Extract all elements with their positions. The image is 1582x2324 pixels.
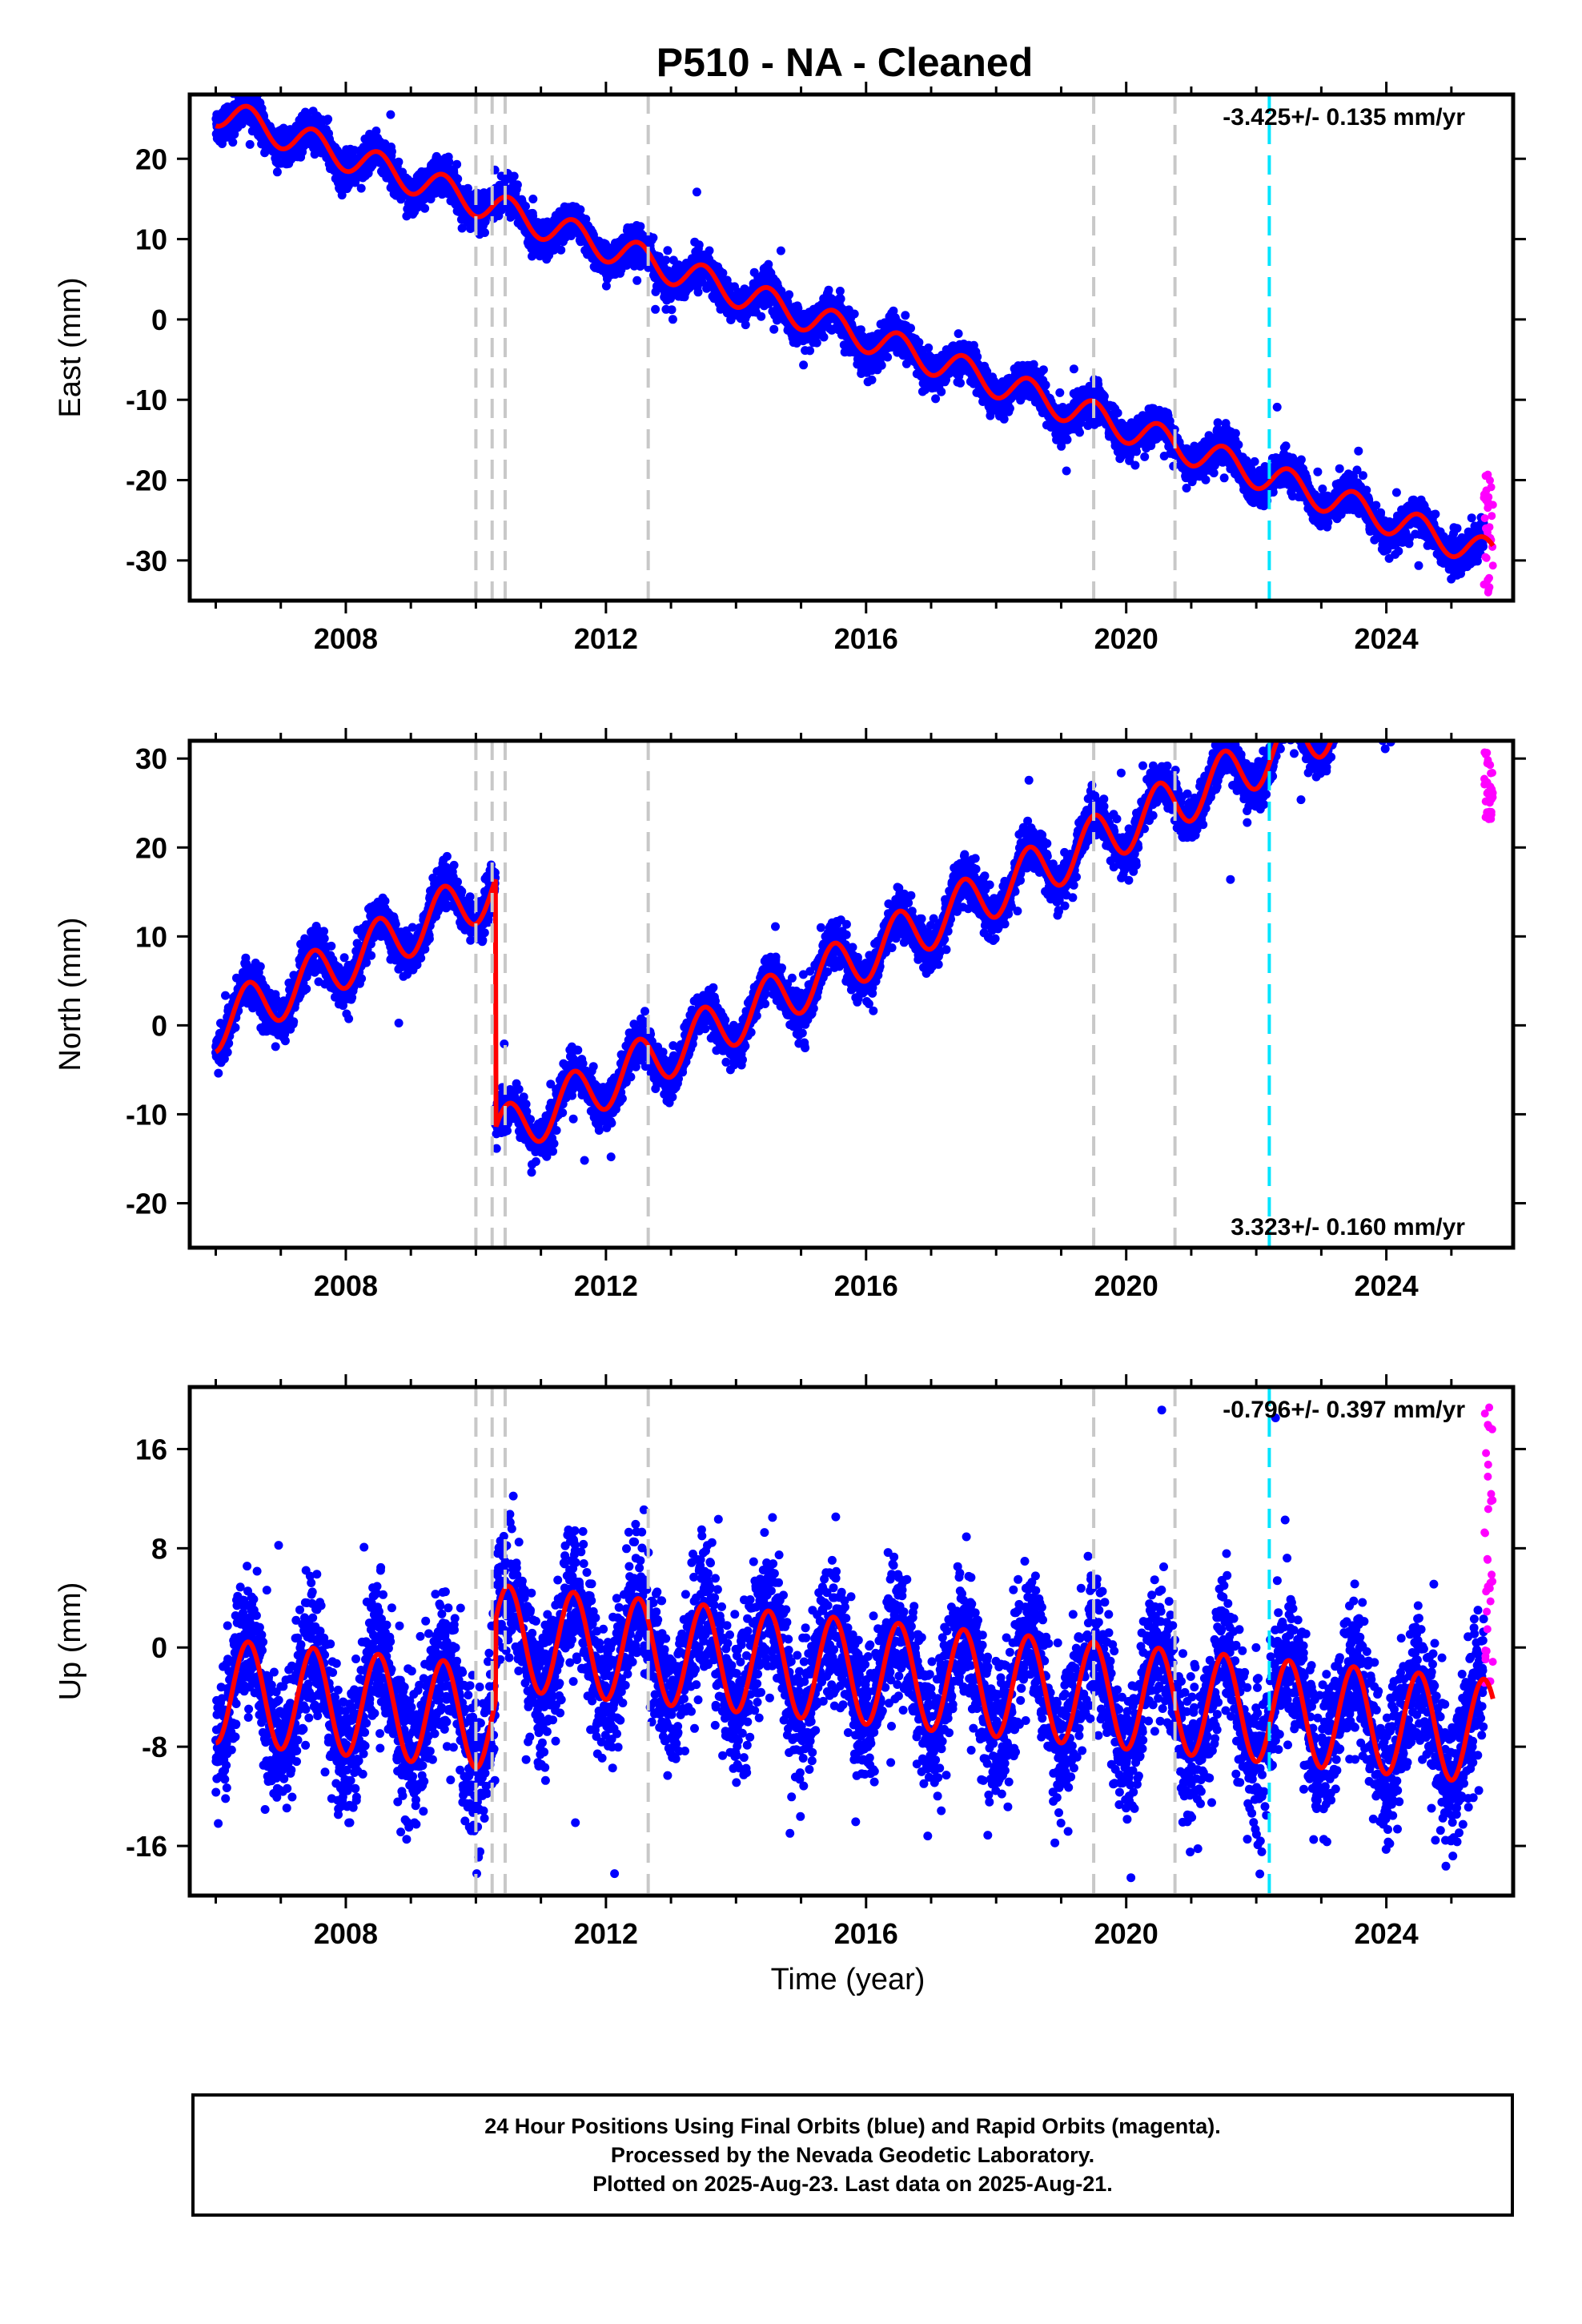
final-orbit-point — [228, 138, 238, 147]
final-orbit-point — [877, 360, 886, 370]
final-orbit-point — [1038, 365, 1048, 375]
final-orbit-point — [581, 215, 591, 224]
final-orbit-point — [785, 290, 794, 300]
final-orbit-point — [824, 285, 833, 295]
final-orbit-point — [668, 315, 677, 324]
final-orbit-point — [636, 222, 645, 231]
final-orbit-point — [799, 360, 809, 370]
final-orbit-point — [667, 305, 677, 315]
final-orbit-point — [1041, 380, 1050, 390]
final-orbit-point — [463, 183, 472, 193]
final-orbit-point — [453, 174, 463, 183]
final-orbit-point — [661, 255, 671, 265]
final-orbit-point — [1213, 418, 1223, 428]
final-orbit-point — [245, 139, 255, 149]
final-orbit-point — [371, 127, 381, 135]
final-orbit-point — [1055, 388, 1065, 397]
final-orbit-point — [835, 287, 845, 296]
final-orbit-point — [394, 157, 404, 167]
final-orbit-point — [323, 115, 333, 124]
final-orbit-point — [1005, 404, 1014, 413]
final-orbit-point — [387, 147, 396, 156]
final-orbit-point — [705, 246, 714, 255]
figure-title: P510 - NA - Cleaned — [656, 40, 1034, 85]
final-orbit-point — [1201, 475, 1211, 485]
final-orbit-point — [651, 304, 661, 314]
final-orbit-point — [509, 171, 519, 181]
final-orbit-point — [954, 329, 963, 339]
final-orbit-point — [576, 205, 585, 215]
final-orbit-point — [694, 240, 704, 250]
final-orbit-point — [973, 352, 982, 361]
final-orbit-point — [528, 195, 538, 203]
final-orbit-point — [999, 414, 1009, 424]
final-orbit-point — [692, 187, 701, 197]
final-orbit-point — [906, 324, 915, 333]
final-orbit-point — [849, 309, 859, 319]
final-orbit-point — [337, 191, 347, 200]
final-orbit-point — [901, 311, 910, 320]
final-orbit-point — [883, 352, 893, 362]
final-orbit-point — [812, 338, 821, 348]
final-orbit-point — [648, 233, 658, 243]
final-orbit-point — [956, 378, 965, 388]
final-orbit-point — [1062, 435, 1072, 444]
final-orbit-point — [1209, 468, 1219, 478]
final-orbit-point — [741, 320, 750, 330]
final-orbit-point — [549, 245, 559, 255]
final-orbit-point — [924, 343, 934, 352]
final-orbit-point — [1069, 364, 1078, 374]
final-orbit-point — [819, 332, 829, 342]
final-orbit-point — [914, 338, 924, 347]
final-orbit-point — [805, 346, 815, 356]
final-orbit-point — [1062, 466, 1071, 476]
final-orbit-point — [272, 167, 282, 177]
final-orbit-point — [1140, 452, 1150, 461]
final-orbit-point — [521, 202, 530, 211]
final-orbit-point — [836, 294, 845, 304]
final-orbit-point — [769, 324, 779, 334]
final-orbit-point — [693, 287, 703, 297]
final-orbit-point — [757, 312, 766, 321]
final-orbit-point — [512, 180, 522, 190]
final-orbit-point — [444, 157, 454, 167]
final-orbit-point — [1132, 447, 1141, 456]
final-orbit-point — [1113, 408, 1122, 418]
final-orbit-point — [452, 159, 462, 169]
final-orbit-point — [457, 223, 467, 233]
final-orbit-point — [386, 110, 396, 119]
final-orbit-point — [356, 183, 366, 193]
final-orbit-point — [556, 245, 566, 255]
final-orbit-point — [937, 387, 946, 396]
final-orbit-point — [420, 203, 430, 213]
final-orbit-point — [931, 394, 941, 404]
final-orbit-point — [663, 246, 673, 255]
final-orbit-point — [867, 375, 877, 384]
plot-area — [211, 94, 1497, 601]
final-orbit-point — [480, 228, 489, 237]
final-orbit-point — [776, 246, 785, 255]
final-orbit-point — [1075, 428, 1084, 437]
final-orbit-point — [632, 275, 642, 285]
final-orbit-point — [1130, 460, 1140, 470]
